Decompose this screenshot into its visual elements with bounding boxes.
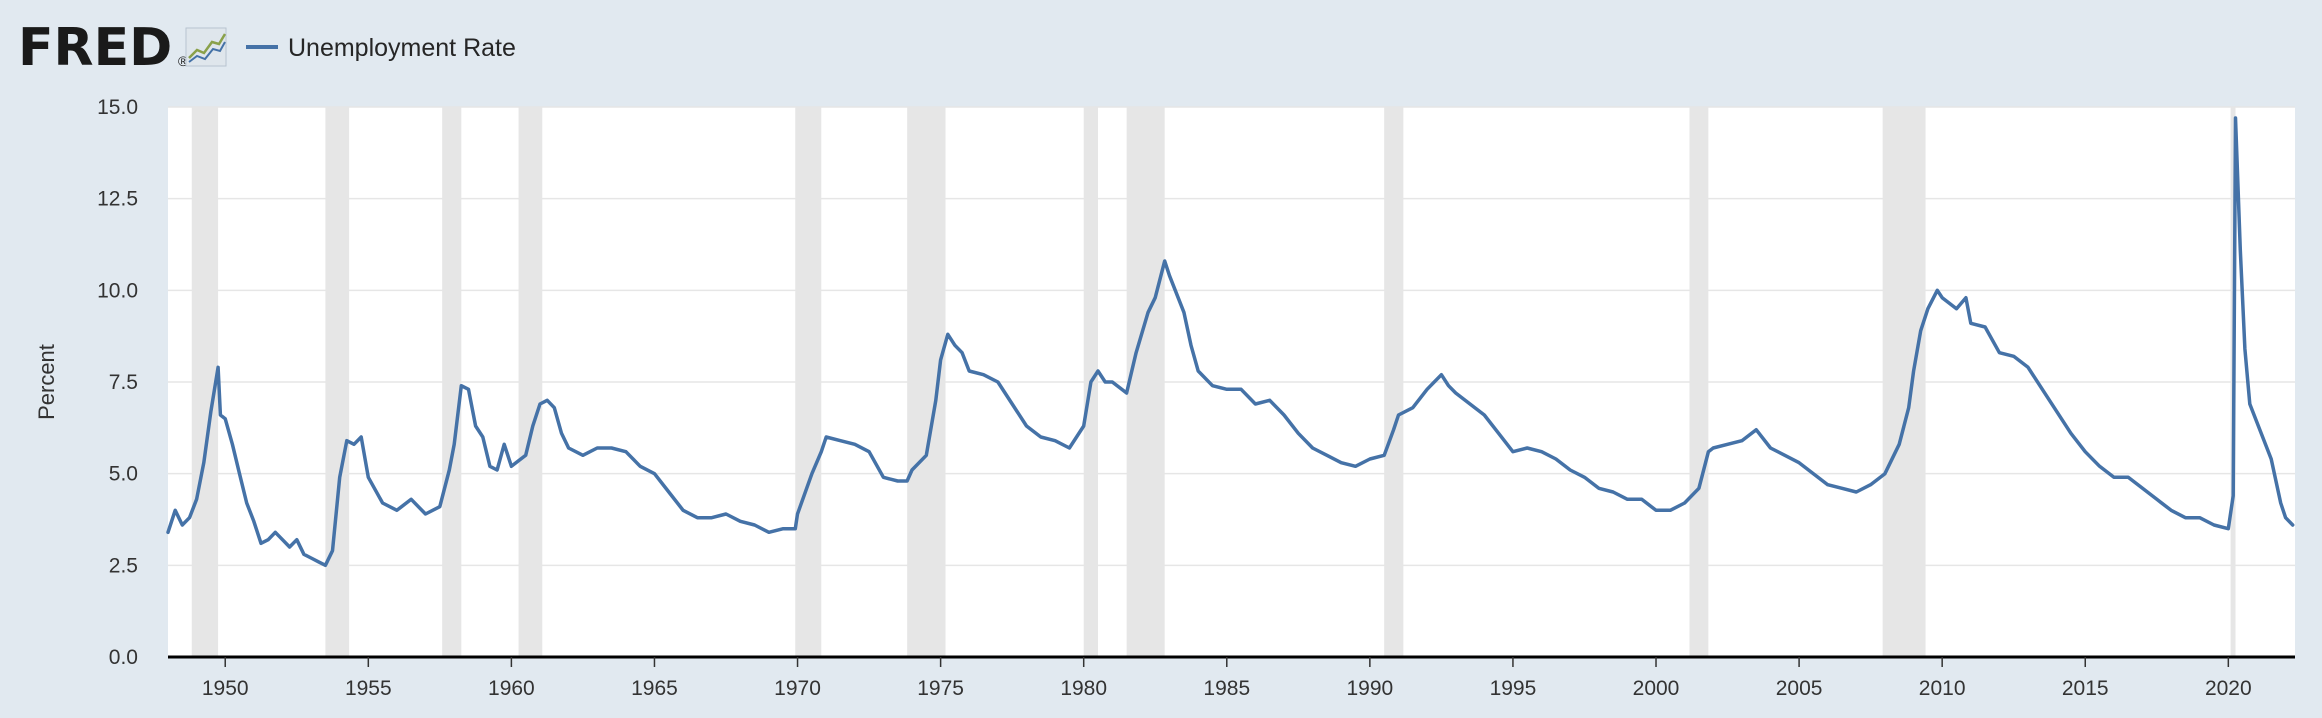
x-tick-label: 1985 — [1203, 677, 1250, 700]
y-tick-label: 5.0 — [109, 463, 138, 486]
x-tick-label: 1965 — [631, 677, 678, 700]
y-tick-label: 10.0 — [97, 279, 138, 302]
x-tick-label: 1995 — [1490, 677, 1537, 700]
legend[interactable]: Unemployment Rate — [246, 34, 516, 62]
x-tick-label: 1960 — [488, 677, 535, 700]
y-tick-label: 0.0 — [109, 646, 138, 669]
x-tick-label: 1975 — [917, 677, 964, 700]
x-tick-label: 2005 — [1776, 677, 1823, 700]
x-tick-label: 1950 — [202, 677, 249, 700]
series-layer — [166, 116, 2295, 568]
x-tick-label: 1970 — [774, 677, 821, 700]
x-tick-label: 1990 — [1346, 677, 1393, 700]
y-tick-label: 12.5 — [97, 188, 138, 211]
x-tick-label: 1980 — [1060, 677, 1107, 700]
series-line-0[interactable] — [166, 116, 2295, 568]
header: FRED ® Unemployment Rate — [18, 18, 516, 78]
fred-chart-icon — [185, 27, 227, 67]
x-tick-label: 2010 — [1919, 677, 1966, 700]
x-tick-label: 2020 — [2205, 677, 2252, 700]
x-tick-label: 2000 — [1633, 677, 1680, 700]
x-tick-label: 2015 — [2062, 677, 2109, 700]
fred-logo-text[interactable]: FRED — [18, 18, 172, 78]
y-tick-label: 7.5 — [109, 371, 138, 394]
legend-label: Unemployment Rate — [288, 34, 516, 62]
y-tick-label: 2.5 — [109, 554, 138, 577]
x-axis-ticks: 1950 1955 1960 1965 1970 1975 1980 1985 1990 1995… — [202, 657, 2252, 700]
y-tick-label: 15.0 — [97, 96, 138, 119]
gridlines — [168, 106, 2295, 567]
y-axis-ticks: 0.0 2.5 5.0 7.5 10.0 12.5 15.0 — [97, 96, 138, 669]
y-axis-title: Percent — [34, 344, 59, 420]
fred-registered-mark: ® — [178, 53, 189, 69]
x-tick-label: 1955 — [345, 677, 392, 700]
